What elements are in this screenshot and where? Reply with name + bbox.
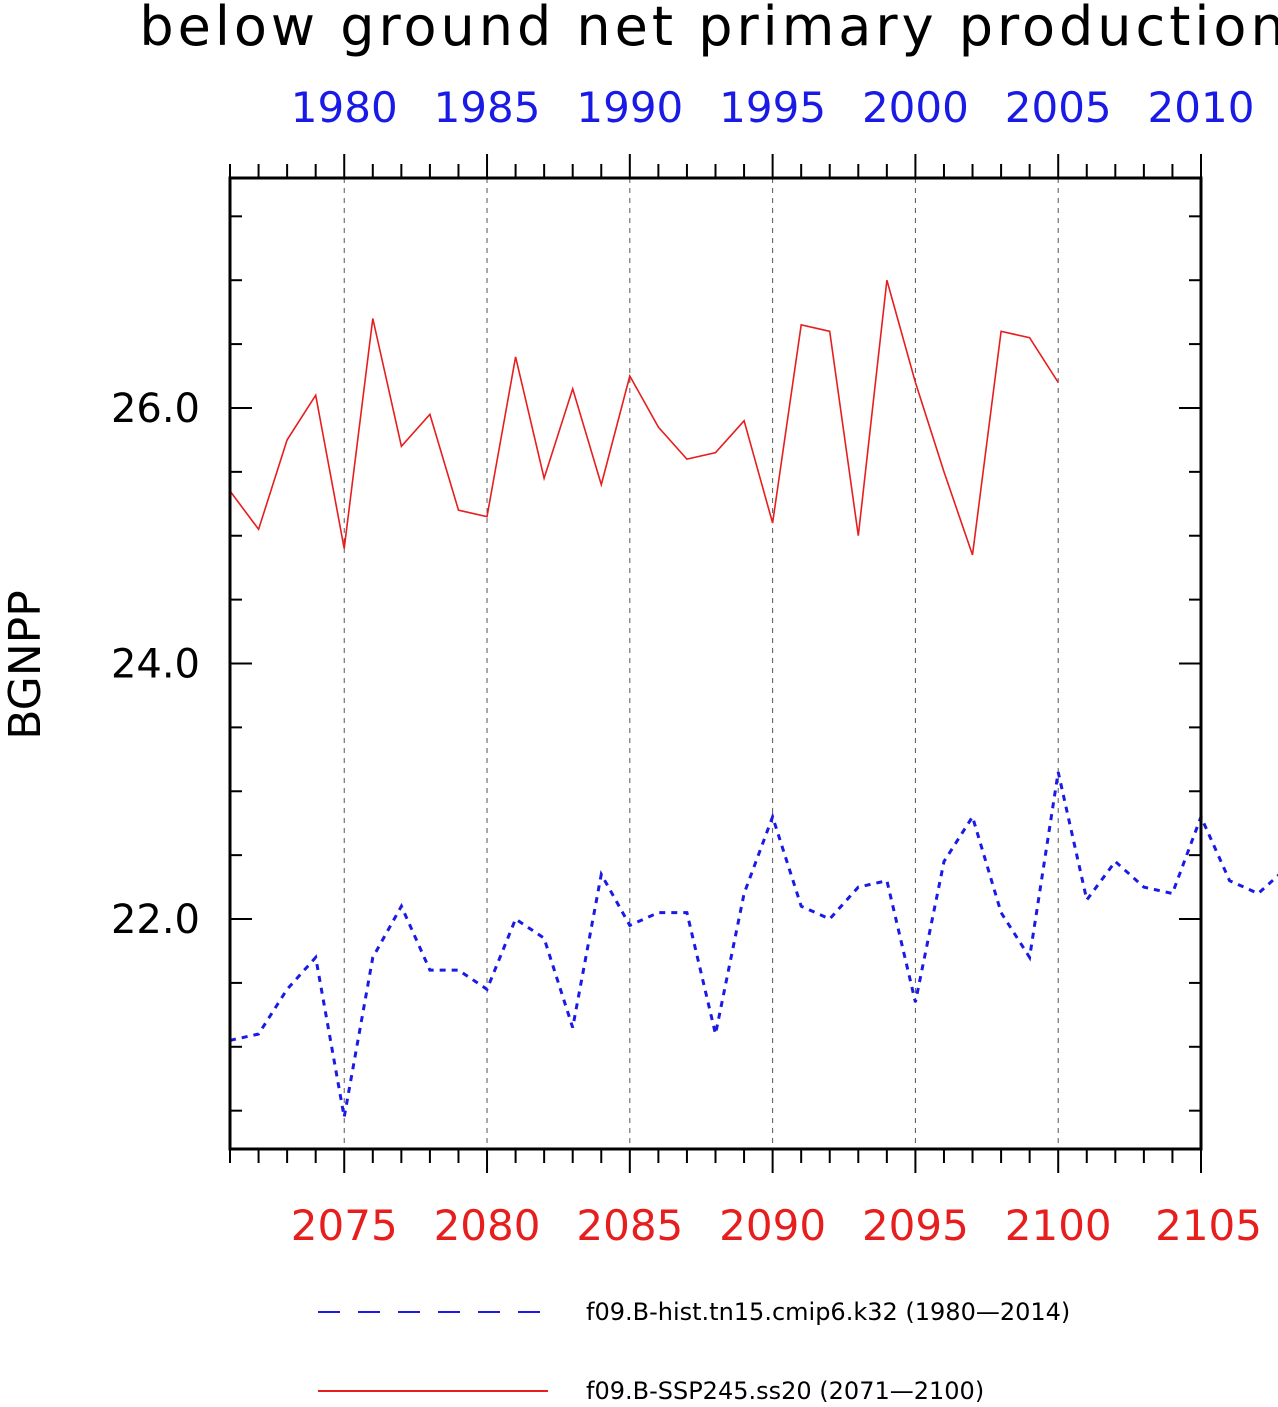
- bottom-tick-label-2085: 2085: [576, 1201, 683, 1250]
- bottom-tick-label-2095: 2095: [862, 1201, 969, 1250]
- bottom-tick-label-2080: 2080: [434, 1201, 541, 1250]
- y-tick-label-24.0: 24.0: [111, 642, 200, 688]
- top-tick-label-1980: 1980: [291, 83, 398, 132]
- y-tick-label-26.0: 26.0: [111, 386, 200, 432]
- top-tick-label-1995: 1995: [719, 83, 826, 132]
- grid-lines: [343, 178, 1059, 1149]
- top-tick-label-2000: 2000: [862, 83, 969, 132]
- chart-title: below ground net primary production: [139, 0, 1278, 58]
- y-axis-label: BGNPP: [0, 590, 51, 740]
- bottom-tick-label-2100: 2100: [1005, 1201, 1112, 1250]
- bottom-tick-label-2075: 2075: [291, 1201, 398, 1250]
- top-tick-label-1990: 1990: [576, 83, 683, 132]
- legend-label-1: f09.B-SSP245.ss20 (2071—2100): [586, 1377, 984, 1405]
- legend-label-0: f09.B-hist.tn15.cmip6.k32 (1980—2014): [586, 1298, 1070, 1326]
- series-line-hist: [229, 771, 1278, 1118]
- axis-ticks: [229, 154, 1202, 1173]
- y-tick-label-22.0: 22.0: [111, 897, 200, 943]
- bottom-tick-label-2090: 2090: [719, 1201, 826, 1250]
- top-tick-label-2010: 2010: [1148, 83, 1255, 132]
- top-tick-label-1985: 1985: [434, 83, 541, 132]
- plot-frame: [228, 176, 1203, 1151]
- series-line-ssp245: [229, 279, 1059, 556]
- legend: f09.B-hist.tn15.cmip6.k32 (1980—2014) f09…: [318, 1298, 1070, 1405]
- tick-labels: 22.0 24.0 26.0 1980 1985 1990 1995 2000 2005 2010…: [111, 83, 1262, 1250]
- bottom-tick-label-2105: 2105: [1155, 1201, 1262, 1250]
- top-tick-label-2005: 2005: [1005, 83, 1112, 132]
- series-lines: [229, 279, 1278, 1118]
